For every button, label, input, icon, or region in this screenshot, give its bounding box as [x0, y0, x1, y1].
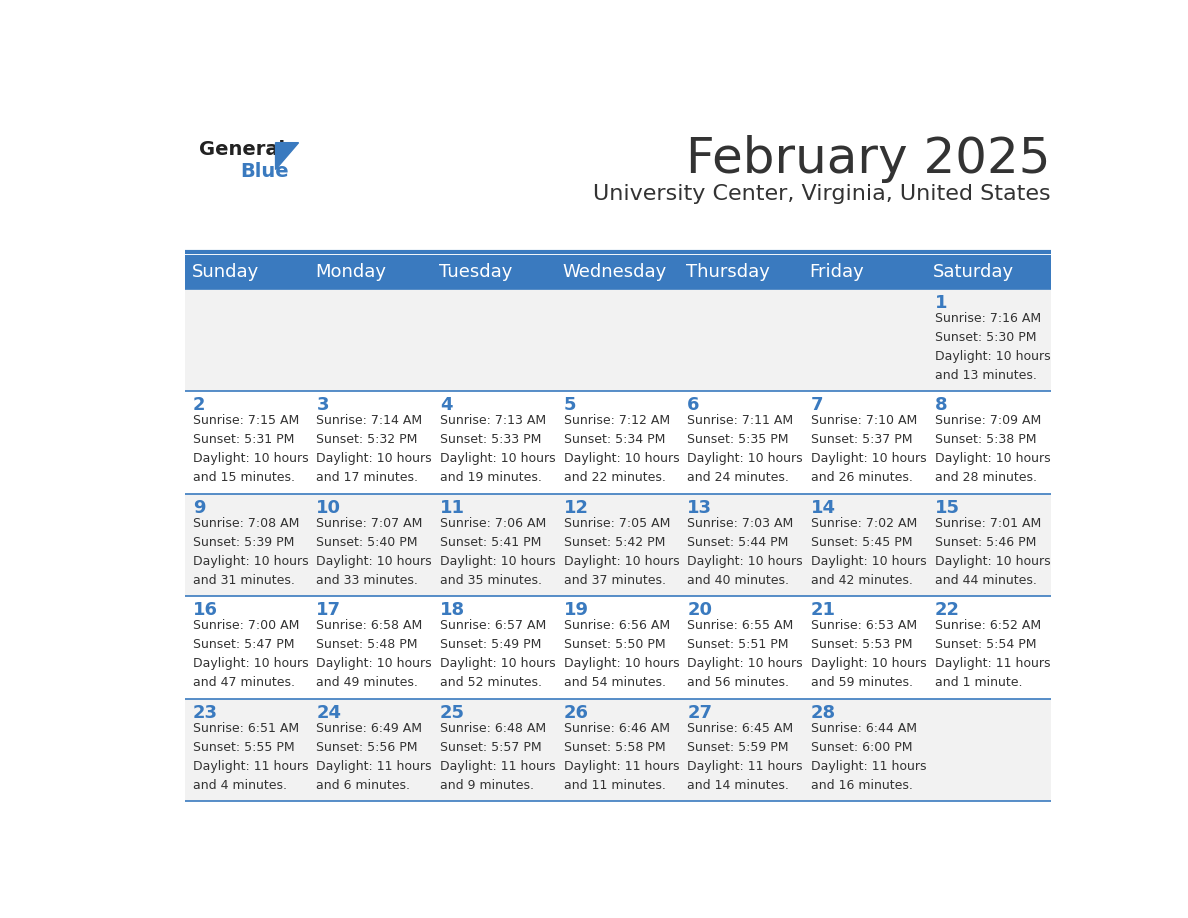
Text: Sunrise: 7:13 AM
Sunset: 5:33 PM
Daylight: 10 hours
and 19 minutes.: Sunrise: 7:13 AM Sunset: 5:33 PM Dayligh… — [440, 414, 556, 484]
Bar — [185, 391, 1051, 494]
Text: General: General — [200, 140, 285, 159]
Text: Sunrise: 7:02 AM
Sunset: 5:45 PM
Daylight: 10 hours
and 42 minutes.: Sunrise: 7:02 AM Sunset: 5:45 PM Dayligh… — [811, 517, 927, 587]
Text: Sunrise: 7:15 AM
Sunset: 5:31 PM
Daylight: 10 hours
and 15 minutes.: Sunrise: 7:15 AM Sunset: 5:31 PM Dayligh… — [192, 414, 309, 484]
Text: Sunrise: 6:53 AM
Sunset: 5:53 PM
Daylight: 10 hours
and 59 minutes.: Sunrise: 6:53 AM Sunset: 5:53 PM Dayligh… — [811, 619, 927, 689]
Text: 4: 4 — [440, 397, 453, 414]
Text: 26: 26 — [563, 704, 588, 722]
Text: 1: 1 — [935, 294, 947, 312]
Text: Sunrise: 7:08 AM
Sunset: 5:39 PM
Daylight: 10 hours
and 31 minutes.: Sunrise: 7:08 AM Sunset: 5:39 PM Dayligh… — [192, 517, 309, 587]
Text: Sunrise: 7:11 AM
Sunset: 5:35 PM
Daylight: 10 hours
and 24 minutes.: Sunrise: 7:11 AM Sunset: 5:35 PM Dayligh… — [687, 414, 803, 484]
Text: 6: 6 — [687, 397, 700, 414]
Text: Sunrise: 6:49 AM
Sunset: 5:56 PM
Daylight: 11 hours
and 6 minutes.: Sunrise: 6:49 AM Sunset: 5:56 PM Dayligh… — [316, 722, 431, 791]
Text: Blue: Blue — [240, 162, 289, 182]
Text: 3: 3 — [316, 397, 329, 414]
Text: Sunrise: 6:51 AM
Sunset: 5:55 PM
Daylight: 11 hours
and 4 minutes.: Sunrise: 6:51 AM Sunset: 5:55 PM Dayligh… — [192, 722, 308, 791]
Text: Friday: Friday — [810, 263, 865, 281]
Bar — [185, 494, 1051, 597]
Text: 7: 7 — [811, 397, 823, 414]
Text: 11: 11 — [440, 498, 465, 517]
Text: Sunrise: 6:58 AM
Sunset: 5:48 PM
Daylight: 10 hours
and 49 minutes.: Sunrise: 6:58 AM Sunset: 5:48 PM Dayligh… — [316, 619, 432, 689]
Text: 19: 19 — [563, 601, 588, 620]
Bar — [185, 289, 1051, 391]
Text: Saturday: Saturday — [934, 263, 1015, 281]
Text: 25: 25 — [440, 704, 465, 722]
Text: Sunrise: 6:52 AM
Sunset: 5:54 PM
Daylight: 11 hours
and 1 minute.: Sunrise: 6:52 AM Sunset: 5:54 PM Dayligh… — [935, 619, 1050, 689]
Text: Tuesday: Tuesday — [438, 263, 512, 281]
Text: 9: 9 — [192, 498, 206, 517]
Text: 13: 13 — [687, 498, 713, 517]
Text: Sunday: Sunday — [191, 263, 259, 281]
Text: Monday: Monday — [315, 263, 386, 281]
Text: Sunrise: 6:48 AM
Sunset: 5:57 PM
Daylight: 11 hours
and 9 minutes.: Sunrise: 6:48 AM Sunset: 5:57 PM Dayligh… — [440, 722, 556, 791]
Text: Sunrise: 7:10 AM
Sunset: 5:37 PM
Daylight: 10 hours
and 26 minutes.: Sunrise: 7:10 AM Sunset: 5:37 PM Dayligh… — [811, 414, 927, 484]
Text: 23: 23 — [192, 704, 217, 722]
Text: Wednesday: Wednesday — [562, 263, 666, 281]
Text: 17: 17 — [316, 601, 341, 620]
Bar — [185, 597, 1051, 699]
Text: Sunrise: 6:55 AM
Sunset: 5:51 PM
Daylight: 10 hours
and 56 minutes.: Sunrise: 6:55 AM Sunset: 5:51 PM Dayligh… — [687, 619, 803, 689]
Bar — [185, 699, 1051, 801]
Text: 27: 27 — [687, 704, 713, 722]
Text: Sunrise: 7:14 AM
Sunset: 5:32 PM
Daylight: 10 hours
and 17 minutes.: Sunrise: 7:14 AM Sunset: 5:32 PM Dayligh… — [316, 414, 432, 484]
Text: 20: 20 — [687, 601, 713, 620]
Text: 8: 8 — [935, 397, 947, 414]
Text: 18: 18 — [440, 601, 465, 620]
Text: Sunrise: 7:06 AM
Sunset: 5:41 PM
Daylight: 10 hours
and 35 minutes.: Sunrise: 7:06 AM Sunset: 5:41 PM Dayligh… — [440, 517, 556, 587]
Text: 15: 15 — [935, 498, 960, 517]
Text: February 2025: February 2025 — [687, 135, 1051, 183]
Text: 14: 14 — [811, 498, 836, 517]
Text: Sunrise: 7:16 AM
Sunset: 5:30 PM
Daylight: 10 hours
and 13 minutes.: Sunrise: 7:16 AM Sunset: 5:30 PM Dayligh… — [935, 311, 1050, 382]
Text: 28: 28 — [811, 704, 836, 722]
Text: Sunrise: 7:03 AM
Sunset: 5:44 PM
Daylight: 10 hours
and 40 minutes.: Sunrise: 7:03 AM Sunset: 5:44 PM Dayligh… — [687, 517, 803, 587]
Text: 5: 5 — [563, 397, 576, 414]
Text: 22: 22 — [935, 601, 960, 620]
Text: Sunrise: 6:56 AM
Sunset: 5:50 PM
Daylight: 10 hours
and 54 minutes.: Sunrise: 6:56 AM Sunset: 5:50 PM Dayligh… — [563, 619, 680, 689]
Text: Sunrise: 6:46 AM
Sunset: 5:58 PM
Daylight: 11 hours
and 11 minutes.: Sunrise: 6:46 AM Sunset: 5:58 PM Dayligh… — [563, 722, 680, 791]
Text: Sunrise: 7:07 AM
Sunset: 5:40 PM
Daylight: 10 hours
and 33 minutes.: Sunrise: 7:07 AM Sunset: 5:40 PM Dayligh… — [316, 517, 432, 587]
Polygon shape — [276, 142, 298, 170]
Text: Sunrise: 7:12 AM
Sunset: 5:34 PM
Daylight: 10 hours
and 22 minutes.: Sunrise: 7:12 AM Sunset: 5:34 PM Dayligh… — [563, 414, 680, 484]
Text: 21: 21 — [811, 601, 836, 620]
Text: University Center, Virginia, United States: University Center, Virginia, United Stat… — [593, 185, 1051, 205]
Text: 12: 12 — [563, 498, 588, 517]
Text: Sunrise: 7:09 AM
Sunset: 5:38 PM
Daylight: 10 hours
and 28 minutes.: Sunrise: 7:09 AM Sunset: 5:38 PM Dayligh… — [935, 414, 1050, 484]
Text: Sunrise: 6:44 AM
Sunset: 6:00 PM
Daylight: 11 hours
and 16 minutes.: Sunrise: 6:44 AM Sunset: 6:00 PM Dayligh… — [811, 722, 927, 791]
Text: Thursday: Thursday — [685, 263, 770, 281]
Text: 2: 2 — [192, 397, 206, 414]
Text: 10: 10 — [316, 498, 341, 517]
Text: Sunrise: 6:45 AM
Sunset: 5:59 PM
Daylight: 11 hours
and 14 minutes.: Sunrise: 6:45 AM Sunset: 5:59 PM Dayligh… — [687, 722, 803, 791]
Text: Sunrise: 6:57 AM
Sunset: 5:49 PM
Daylight: 10 hours
and 52 minutes.: Sunrise: 6:57 AM Sunset: 5:49 PM Dayligh… — [440, 619, 556, 689]
Text: Sunrise: 7:00 AM
Sunset: 5:47 PM
Daylight: 10 hours
and 47 minutes.: Sunrise: 7:00 AM Sunset: 5:47 PM Dayligh… — [192, 619, 309, 689]
Bar — [185, 255, 1051, 289]
Text: Sunrise: 7:01 AM
Sunset: 5:46 PM
Daylight: 10 hours
and 44 minutes.: Sunrise: 7:01 AM Sunset: 5:46 PM Dayligh… — [935, 517, 1050, 587]
Text: 16: 16 — [192, 601, 217, 620]
Text: Sunrise: 7:05 AM
Sunset: 5:42 PM
Daylight: 10 hours
and 37 minutes.: Sunrise: 7:05 AM Sunset: 5:42 PM Dayligh… — [563, 517, 680, 587]
Text: 24: 24 — [316, 704, 341, 722]
